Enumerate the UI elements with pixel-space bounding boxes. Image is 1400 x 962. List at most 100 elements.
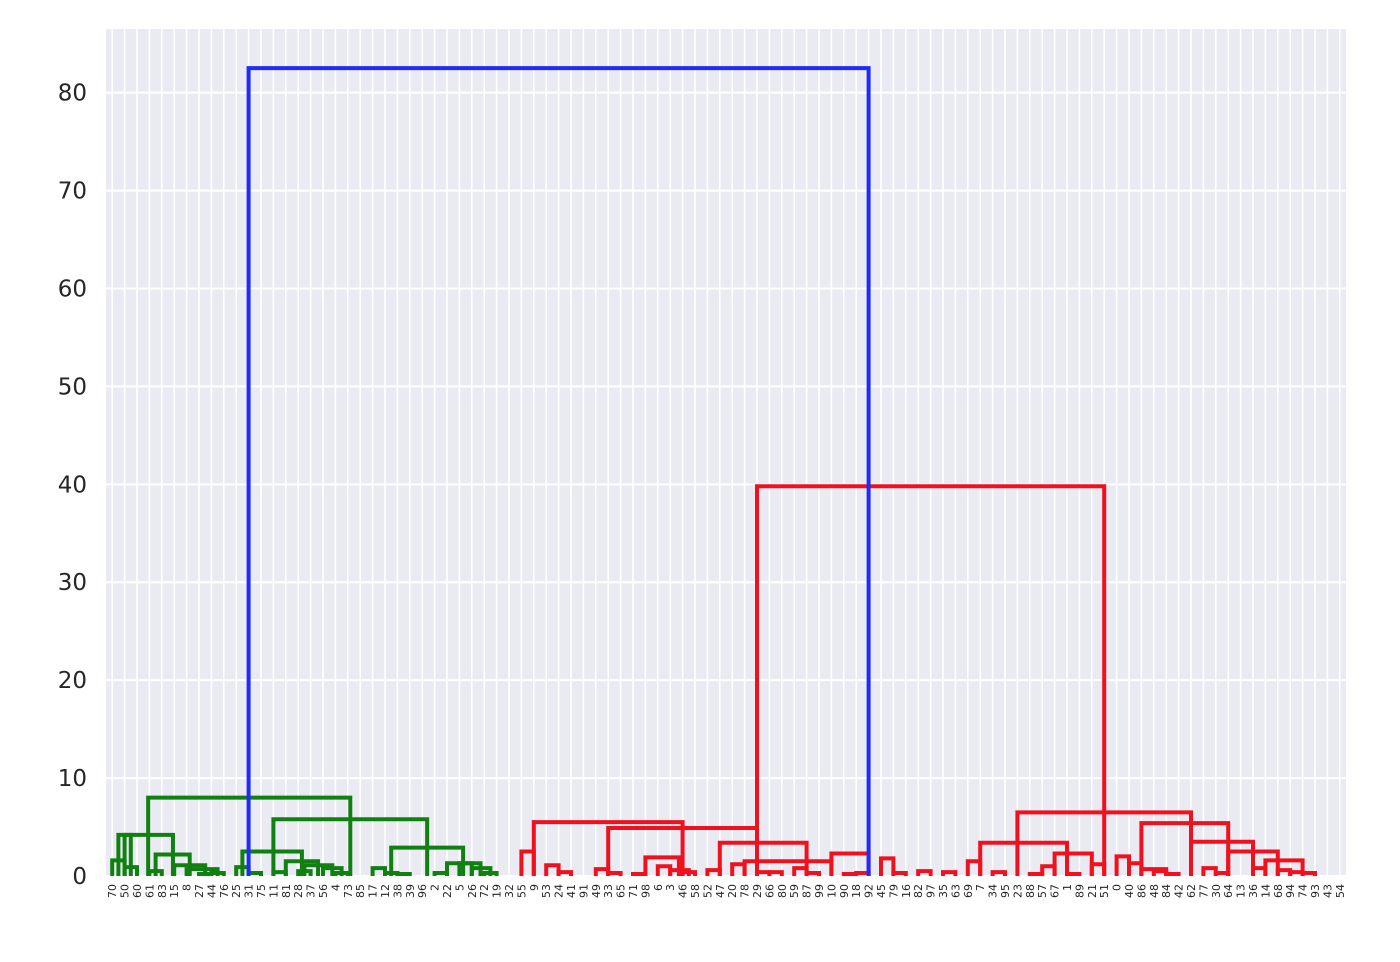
leaf-label: 12 [379,884,392,898]
leaf-label: 76 [218,884,231,898]
leaf-label: 93 [1309,884,1322,898]
dendrogram-link [246,66,871,876]
leaf-label: 58 [689,884,702,898]
leaf-label: 82 [912,884,925,898]
dendrogram-link [941,870,958,876]
leaf-label: 44 [205,884,218,898]
leaf-label: 91 [577,884,590,898]
dendrogram-link [556,870,573,876]
leaf-label: 99 [813,884,826,898]
leaf-label: 83 [156,884,169,898]
leaf-label: 78 [739,884,752,898]
leaf-label: 71 [627,884,640,898]
leaf-label: 2 [429,884,442,891]
dendrogram-link [1139,821,1231,876]
leaf-label: 33 [602,884,615,898]
leaf-label: 90 [838,884,851,898]
leaf-label: 50 [119,884,132,898]
leaf-label: 54 [1334,884,1347,898]
leaf-label: 39 [404,884,417,898]
leaf-label: 13 [1235,884,1248,898]
leaf-label: 59 [788,884,801,898]
y-tick-label: 70 [58,179,87,205]
leaf-label: 86 [1135,884,1148,898]
dendrogram-link [717,840,809,876]
leaf-label: 68 [1272,884,1285,898]
x-axis-leaf-labels: 70 50 60 61 83 15 8 27 44 76 25 31 75 11 81 28 37 56 4 73 85… [106,884,1347,898]
leaf-label: 30 [1210,884,1223,898]
leaf-label: 61 [143,884,156,898]
dendrogram-link [978,840,1069,876]
y-tick-label: 60 [58,276,87,302]
leaf-label: 18 [850,884,863,898]
leaf-label: 23 [1011,884,1024,898]
leaf-label: 45 [875,884,888,898]
leaf-label: 70 [106,884,119,898]
y-tick-label: 30 [58,570,87,596]
leaf-label: 9 [528,884,541,891]
leaf-label: 24 [553,884,566,898]
leaf-label: 65 [615,884,628,898]
leaf-label: 36 [1247,884,1260,898]
y-tick-label: 10 [58,766,87,792]
leaf-label: 27 [193,884,206,898]
dendrogram-link [184,867,220,876]
y-tick-label: 0 [72,864,87,890]
dendrogram-link [1052,851,1094,876]
y-tick-label: 20 [58,668,87,694]
dendrogram-link [755,484,1107,876]
leaf-label: 88 [1024,884,1037,898]
leaf-label: 56 [317,884,330,898]
leaf-label: 74 [1297,884,1310,898]
dendrogram-link [531,820,685,876]
leaf-label: 3 [664,884,677,891]
leaf-label: 40 [1123,884,1136,898]
leaf-label: 41 [565,884,578,898]
dendrogram-links [110,66,1317,877]
leaf-label: 29 [751,884,764,898]
leaf-label: 22 [441,884,454,898]
dendrogram-link [879,856,896,876]
leaf-label: 75 [255,884,268,898]
leaf-label: 21 [1086,884,1099,898]
leaf-label: 7 [974,884,987,891]
leaf-label: 17 [367,884,380,898]
leaf-label: 92 [863,884,876,898]
y-tick-label: 50 [58,374,87,400]
leaf-label: 32 [503,884,516,898]
leaf-label: 85 [354,884,367,898]
leaf-label: 1 [1061,884,1074,891]
plot-background [106,29,1346,876]
leaf-label: 52 [701,884,714,898]
y-tick-label: 40 [58,472,87,498]
leaf-label: 67 [1049,884,1062,898]
leaf-label: 5 [453,884,466,891]
leaf-label: 98 [639,884,652,898]
leaf-label: 37 [305,884,318,898]
leaf-label: 64 [1222,884,1235,898]
leaf-label: 87 [801,884,814,898]
dendrogram-link [395,872,412,877]
leaf-label: 49 [590,884,603,898]
leaf-label: 77 [1197,884,1210,898]
leaf-label: 69 [962,884,975,898]
leaf-label: 34 [987,884,1000,898]
leaf-label: 66 [763,884,776,898]
leaf-label: 63 [949,884,962,898]
leaf-label: 72 [478,884,491,898]
leaf-label: 57 [1036,884,1049,898]
leaf-label: 80 [776,884,789,898]
leaf-label: 43 [1321,884,1334,898]
leaf-label: 31 [243,884,256,898]
leaf-label: 79 [887,884,900,898]
leaf-label: 26 [466,884,479,898]
leaf-label: 28 [292,884,305,898]
leaf-label: 94 [1284,884,1297,898]
dendrogram-link [916,869,933,876]
dendrogram-link [990,870,1007,876]
leaf-label: 42 [1173,884,1186,898]
leaf-label: 38 [391,884,404,898]
leaf-label: 47 [714,884,727,898]
leaf-label: 19 [491,884,504,898]
